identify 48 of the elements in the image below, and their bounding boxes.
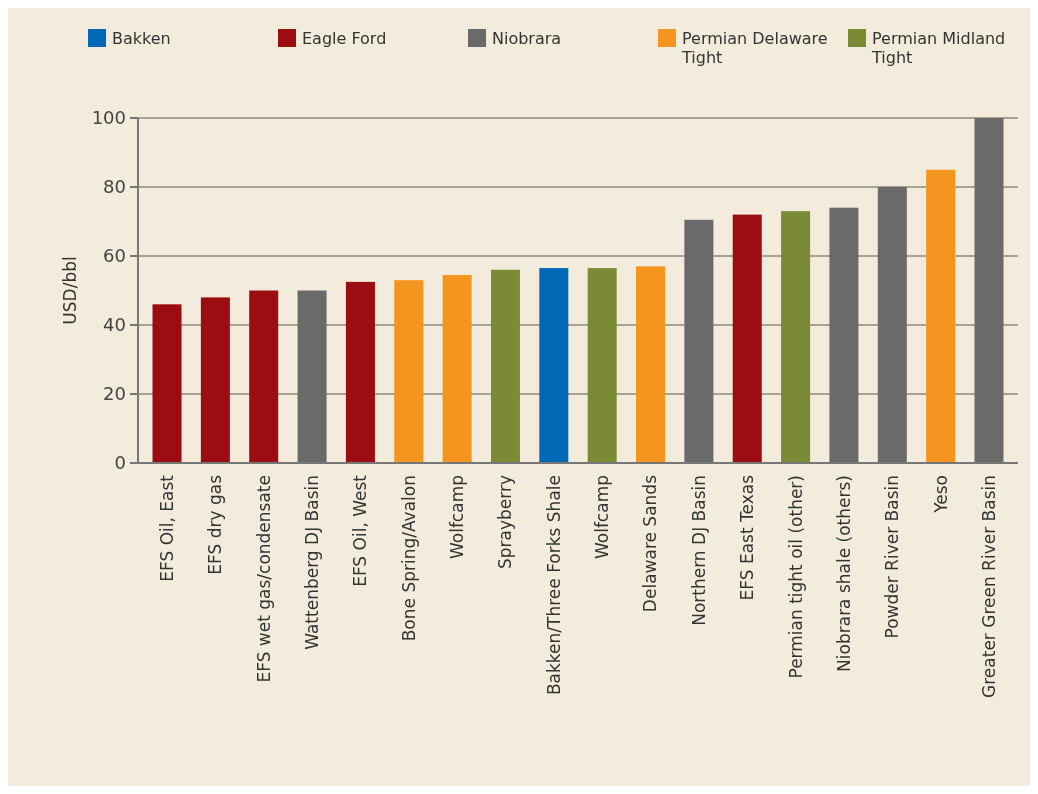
bar (442, 274, 472, 463)
bar (345, 281, 375, 463)
x-tick-label: Bone Spring/Avalon (398, 475, 419, 642)
legend-label: Eagle Ford (302, 28, 387, 48)
bar (490, 269, 520, 463)
legend-label: Bakken (112, 28, 171, 48)
bar (926, 169, 956, 463)
x-tick-label: Delaware Sands (640, 474, 661, 613)
bar (152, 304, 182, 463)
legend-label: Permian Delaware Tight (681, 28, 828, 67)
bar (394, 280, 424, 463)
bar (539, 268, 569, 463)
x-tick-label: Sprayberry (495, 475, 516, 570)
y-tick-label: 60 (103, 245, 126, 267)
x-tick-label: Powder River Basin (882, 475, 903, 639)
x-tick-label: Permian tight oil (other) (785, 475, 806, 679)
x-tick-label: Bakken/Three Forks Shale (543, 475, 564, 696)
x-tick-label: EFS East Texas (737, 474, 758, 601)
x-tick-label: Wolfcamp (592, 475, 613, 560)
bar (200, 297, 230, 463)
bar (974, 118, 1004, 463)
bar (636, 266, 666, 463)
x-tick-label: Niobrara shale (others) (833, 475, 854, 672)
bar (829, 207, 859, 463)
y-tick-label: 40 (103, 314, 126, 336)
bar (877, 187, 907, 463)
x-tick-label: EFS Oil, West (350, 474, 371, 587)
y-tick-label: 20 (103, 383, 126, 405)
x-tick-label: Wattenberg DJ Basin (302, 475, 323, 650)
x-tick-label: Northern DJ Basin (688, 475, 709, 626)
bar (297, 290, 327, 463)
bar (732, 214, 762, 463)
x-tick-label: EFS dry gas (205, 474, 226, 575)
x-tick-label: EFS Oil, East (156, 474, 177, 582)
bar (684, 219, 714, 463)
x-tick-label: EFS wet gas/condensate (253, 475, 274, 683)
y-tick-label: 80 (103, 176, 126, 198)
x-tick-label: Greater Green River Basin (978, 475, 999, 698)
x-tick-label: Wolfcamp (447, 475, 468, 560)
legend-label: Niobrara (492, 28, 562, 48)
legend-label: Permian Midland Tight (871, 28, 1006, 67)
y-tick-label: 0 (114, 452, 126, 474)
bar (587, 268, 617, 463)
y-tick-label: 100 (91, 107, 126, 129)
bar (781, 211, 811, 463)
bar (249, 290, 279, 463)
x-tick-label: Yeso (930, 475, 951, 514)
y-axis-title: USD/bbl (60, 256, 80, 325)
